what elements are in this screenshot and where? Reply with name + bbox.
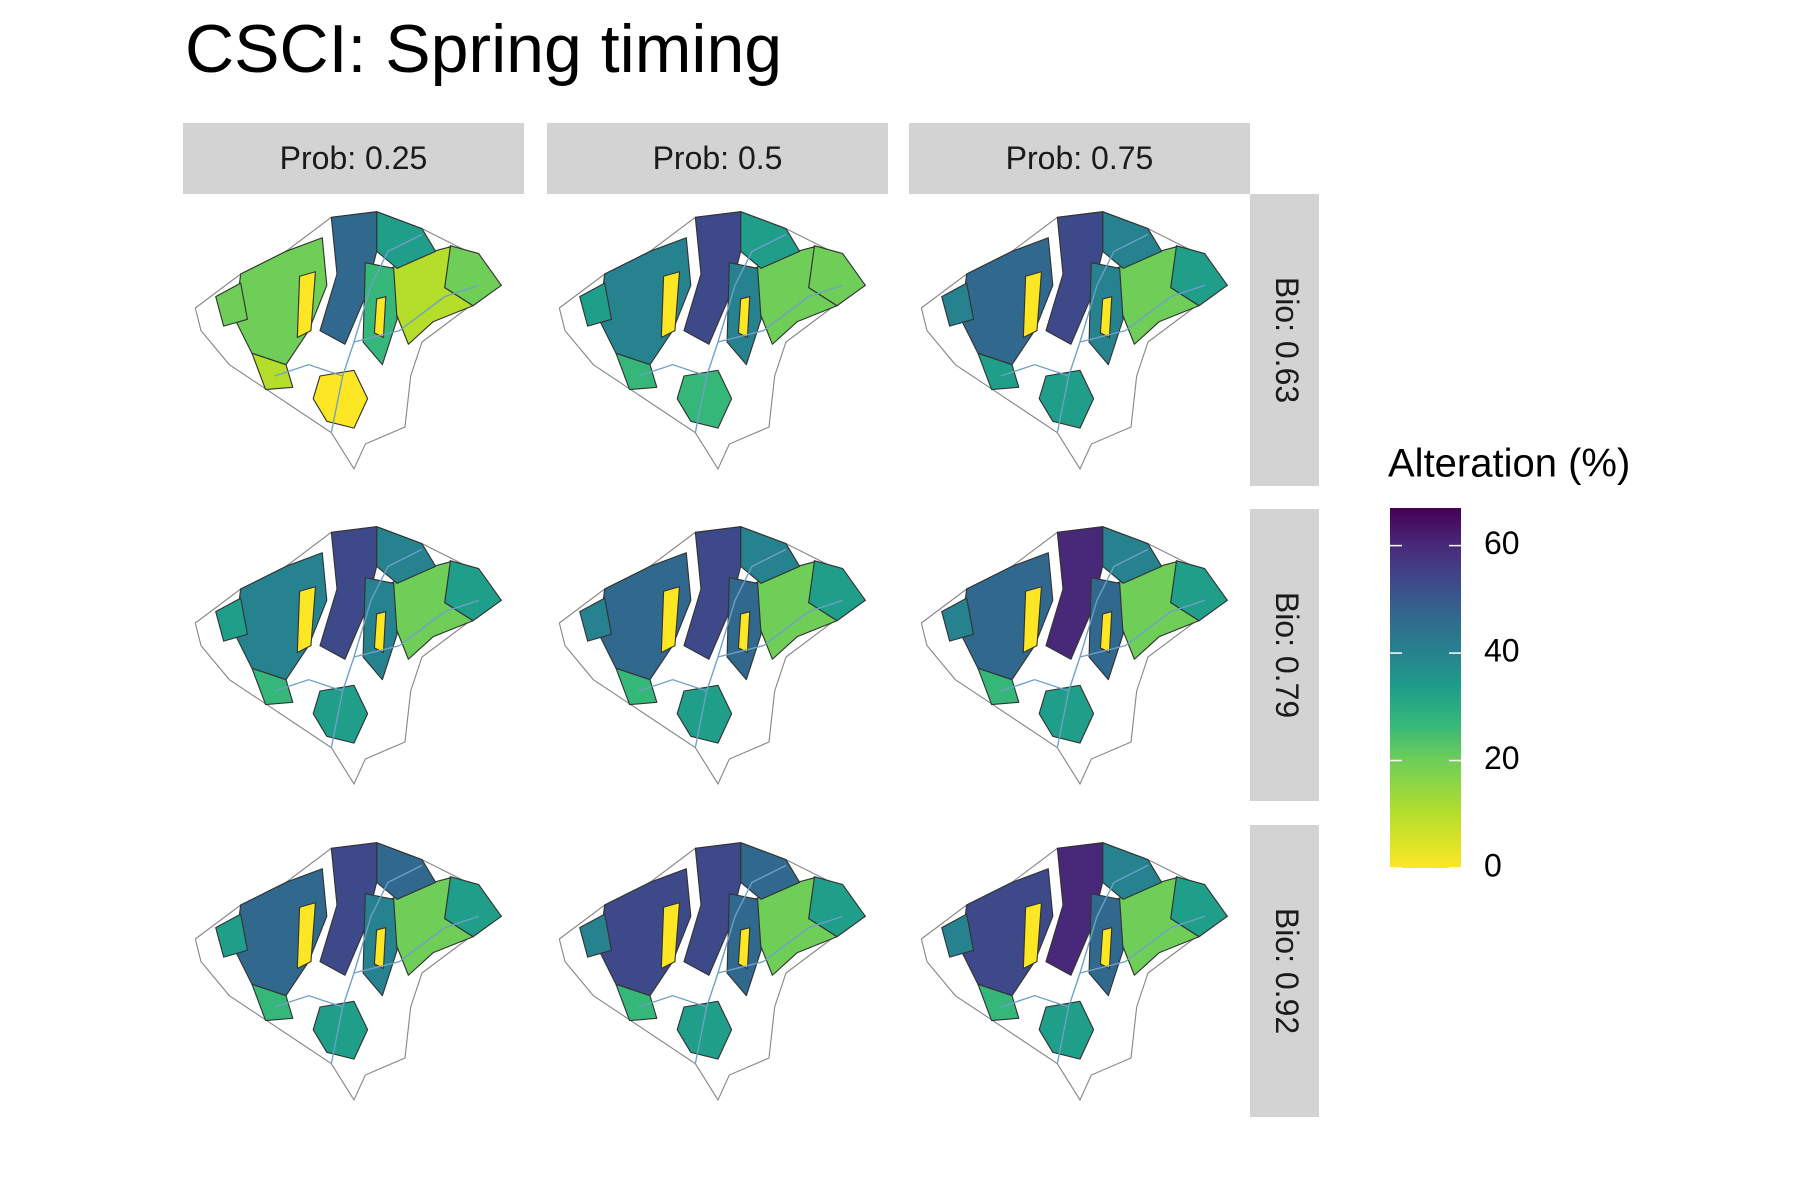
map-panel xyxy=(559,210,867,470)
colorbar-tick-label: 40 xyxy=(1484,633,1520,669)
column-strip xyxy=(909,123,1250,194)
chart-title: CSCI: Spring timing xyxy=(185,11,782,87)
row-strip-label: Bio: 0.92 xyxy=(1269,908,1305,1034)
map-panel xyxy=(195,841,503,1101)
row-strip xyxy=(1250,509,1319,801)
colorbar-tick-label: 0 xyxy=(1484,847,1502,883)
legend-title: Alteration (%) xyxy=(1388,442,1630,486)
column-strip xyxy=(547,123,888,194)
map-panel xyxy=(921,841,1229,1101)
row-strip xyxy=(1250,194,1319,486)
column-strip-label: Prob: 0.75 xyxy=(1006,140,1154,176)
column-strip-label: Prob: 0.5 xyxy=(653,140,783,176)
column-strip-label: Prob: 0.25 xyxy=(280,140,428,176)
map-panel xyxy=(559,525,867,785)
colorbar xyxy=(1390,508,1461,868)
map-panel xyxy=(559,841,867,1101)
row-strip-label: Bio: 0.63 xyxy=(1269,277,1305,403)
map-panel xyxy=(921,525,1229,785)
column-strip xyxy=(183,123,524,194)
map-panel xyxy=(921,210,1229,470)
map-panel xyxy=(195,525,503,785)
map-panel xyxy=(195,210,503,470)
row-strip xyxy=(1250,825,1319,1117)
row-strip-label: Bio: 0.79 xyxy=(1269,592,1305,718)
colorbar-tick-label: 60 xyxy=(1484,525,1520,561)
colorbar-tick-label: 20 xyxy=(1484,740,1520,776)
